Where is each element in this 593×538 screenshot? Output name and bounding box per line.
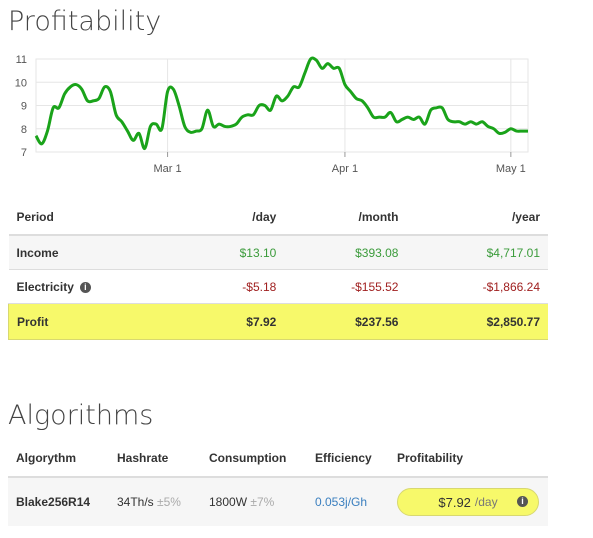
- algorithms-table-header: Algorythm Hashrate Consumption Efficienc…: [8, 440, 548, 478]
- chart-y-tick-label: 8: [21, 124, 27, 136]
- chart-grid: [35, 58, 529, 157]
- profit-label: Profit: [7, 303, 183, 340]
- electricity-label: Electricity: [16, 279, 74, 294]
- profit-month: $237.56: [284, 303, 407, 340]
- col-consumption: Consumption: [201, 440, 307, 478]
- profit-row: Profit $7.92 $237.56 $2,850.77: [7, 303, 548, 340]
- income-month: $393.08: [284, 235, 407, 270]
- info-icon[interactable]: i: [517, 496, 528, 507]
- col-year: /year: [406, 200, 548, 236]
- chart-series-line: [34, 56, 528, 151]
- consumption-cell: 1800W ±7%: [201, 477, 307, 526]
- chart-x-tick-label: Apr 1: [332, 163, 358, 175]
- electricity-day: -$5.18: [182, 269, 285, 304]
- col-hashrate: Hashrate: [109, 440, 201, 478]
- hashrate-tolerance: ±5%: [157, 495, 181, 509]
- col-period: Period: [8, 200, 183, 236]
- col-month: /month: [284, 200, 407, 236]
- chart-y-tick-label: 10: [15, 77, 27, 89]
- chart-x-tick-label: Mar 1: [154, 163, 182, 175]
- algorithms-table: Algorythm Hashrate Consumption Efficienc…: [8, 440, 548, 526]
- algorithm-row: Blake256R14 34Th/s ±5% 1800W ±7% 0.053j/…: [8, 477, 548, 526]
- profit-year: $2,850.77: [406, 303, 548, 340]
- efficiency-value: 0.053j/Gh: [307, 477, 389, 526]
- income-year: $4,717.01: [406, 235, 548, 270]
- electricity-month: -$155.52: [284, 269, 407, 304]
- col-day: /day: [182, 200, 285, 236]
- algorithm-name: Blake256R14: [8, 477, 109, 526]
- chart-y-ticks: 7 8 9 10 11: [15, 54, 27, 159]
- electricity-year: -$1,866.24: [406, 269, 548, 304]
- profitability-title: Profitability: [8, 6, 162, 37]
- income-row: Income $13.10 $393.08 $4,717.01: [8, 235, 548, 270]
- consumption-tolerance: ±7%: [250, 495, 275, 509]
- chart-y-tick-label: 9: [21, 101, 27, 113]
- hashrate-cell: 34Th/s ±5%: [109, 477, 201, 526]
- profitability-cell: $7.92 /day i: [389, 477, 548, 526]
- chart-y-tick-label: 11: [16, 54, 27, 66]
- electricity-label-cell: Electricity i: [8, 269, 183, 304]
- algorithms-title: Algorithms: [8, 400, 154, 431]
- col-efficiency: Efficiency: [307, 440, 389, 478]
- chart-y-tick-label: 7: [21, 147, 27, 159]
- profitability-value: $7.92: [438, 494, 471, 510]
- profitability-chart: 7 8 9 10 11 Mar 1 Apr 1 May 1: [15, 54, 529, 175]
- income-day: $13.10: [182, 235, 285, 270]
- profitability-badge[interactable]: $7.92 /day i: [397, 488, 539, 516]
- col-algorithm: Algorythm: [8, 440, 109, 478]
- hashrate-value: 34Th/s: [117, 495, 154, 509]
- chart-x-ticks: Mar 1 Apr 1 May 1: [154, 163, 526, 175]
- profit-day: $7.92: [182, 303, 285, 340]
- consumption-value: 1800W: [209, 495, 248, 509]
- income-label: Income: [8, 235, 183, 270]
- info-icon[interactable]: i: [79, 281, 91, 293]
- period-table: Period /day /month /year Income $13.10 $…: [7, 200, 548, 340]
- profitability-unit: /day: [474, 495, 498, 509]
- col-profitability: Profitability: [389, 440, 548, 478]
- chart-x-tick-label: May 1: [496, 163, 526, 175]
- electricity-row: Electricity i -$5.18 -$155.52 -$1,866.24: [8, 269, 548, 304]
- period-table-header: Period /day /month /year: [8, 200, 548, 236]
